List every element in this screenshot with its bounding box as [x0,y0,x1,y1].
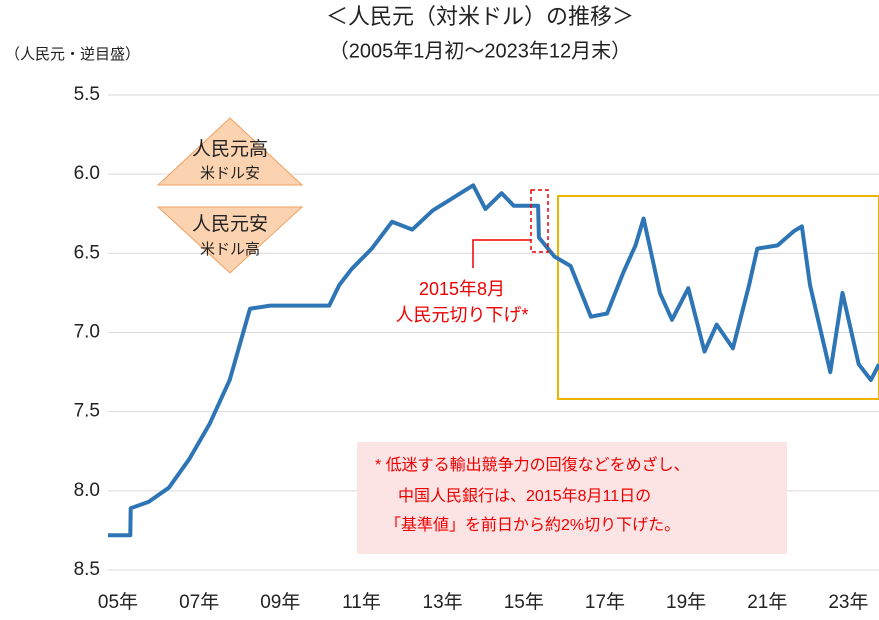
note-text: * 低迷する輸出競争力の回復などをめざし、 [375,455,690,474]
x-tick-label: 21年 [747,591,787,613]
event-box [530,189,549,253]
badge-up [156,117,304,186]
x-tick-label: 11年 [342,591,381,613]
x-tick-label: 13年 [423,591,463,613]
x-tick-label: 15年 [504,591,544,613]
badge-text: 人民元高 [192,138,268,160]
y-tick-label: 6.0 [74,163,100,184]
x-tick-label: 07年 [179,591,219,613]
y-tick-label: 7.5 [74,401,100,422]
chart-subtitle: （2005年1月初～2023年12月末） [329,39,631,62]
highlight-box [557,195,879,400]
event-label: 人民元切り下げ* [395,305,528,325]
event-leader [472,239,531,268]
badge-text: 米ドル高 [200,241,260,258]
y-axis-label: （人民元・逆目盛） [5,46,140,63]
note-box [357,442,787,554]
badge-text: 米ドル安 [200,165,260,182]
x-tick-label: 05年 [98,591,138,613]
badge-text: 人民元安 [192,213,268,235]
badge-down [156,206,304,274]
y-tick-label: 8.5 [74,559,100,580]
chart-title: ＜人民元（対米ドル）の推移＞ [326,4,634,29]
x-tick-label: 09年 [260,591,300,613]
note-text: 「基準値」を前日から約2%切り下げた。 [385,516,680,534]
event-label: 2015年8月 [419,279,505,299]
x-tick-label: 23年 [828,591,868,613]
data-line [108,183,879,538]
y-tick-label: 7.0 [74,322,100,343]
note-text: 中国人民銀行は、2015年8月11日の [398,487,651,505]
y-tick-label: 6.5 [74,242,100,263]
y-tick-label: 8.0 [74,480,100,501]
y-tick-label: 5.5 [74,84,100,105]
x-tick-label: 17年 [585,591,625,613]
x-tick-label: 19年 [666,591,706,613]
